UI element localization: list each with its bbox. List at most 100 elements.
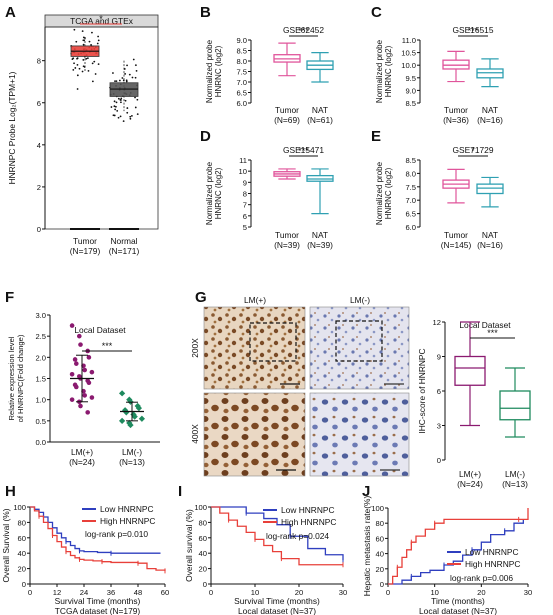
data-point <box>87 69 90 72</box>
data-point <box>118 390 126 397</box>
category-label: Tumor <box>73 236 97 246</box>
data-point <box>86 57 89 60</box>
y-tick-label: 6 <box>437 387 441 396</box>
y-tick-label: 6 <box>243 212 247 221</box>
data-point <box>134 106 137 109</box>
data-point <box>72 357 78 362</box>
data-point <box>114 105 117 108</box>
log-rank-annotation: log-rank p=0.006 <box>450 573 513 583</box>
y-axis-label: HNRNC (log2) <box>214 45 223 97</box>
data-point <box>82 43 85 46</box>
n-label: (N=24) <box>457 479 483 489</box>
data-point <box>112 72 114 74</box>
significance-mark: * <box>471 146 475 156</box>
y-axis-label: HNRNPC Probe Log₂(TPM+1) <box>7 71 17 184</box>
data-point <box>114 80 116 82</box>
data-point <box>115 80 118 83</box>
n-label: (N=39) <box>274 240 300 250</box>
image-row-label: 200X <box>190 338 200 358</box>
n-label: (N=36) <box>443 115 469 125</box>
data-point <box>69 397 75 402</box>
data-point <box>74 67 77 69</box>
data-point <box>96 42 99 45</box>
y-tick-label: 7.0 <box>236 78 247 87</box>
x-axis-label: Survival Time (months) <box>55 596 141 606</box>
x-axis-label: Survival Time (months) <box>234 596 320 606</box>
x-tick-label: 10 <box>251 588 259 597</box>
data-point <box>97 63 100 66</box>
data-point <box>73 28 76 31</box>
data-point <box>123 409 130 416</box>
data-point <box>124 73 127 75</box>
data-point <box>86 355 92 360</box>
y-tick-label: 10.0 <box>401 61 416 70</box>
data-point <box>82 59 85 61</box>
category-label: NAT <box>312 105 328 115</box>
data-point <box>90 43 92 46</box>
significance-mark: *** <box>468 26 479 36</box>
data-point <box>73 62 75 65</box>
data-point <box>81 70 84 73</box>
y-tick-label: 11 <box>239 156 247 165</box>
data-point <box>116 110 119 112</box>
data-point <box>82 36 85 39</box>
data-point <box>113 100 116 103</box>
y-tick-label: 2.0 <box>35 353 46 362</box>
category-label: Tumor <box>275 105 299 115</box>
dataset-caption: TCGA dataset (N=179) <box>55 606 141 615</box>
panel-label-g: G <box>195 289 207 306</box>
y-tick-label: 8 <box>243 190 247 199</box>
y-tick-label: 9.0 <box>405 86 416 95</box>
x-tick-label: 20 <box>295 588 303 597</box>
x-tick-label: 20 <box>477 588 485 597</box>
legend-label: High HNRNPC <box>281 517 336 527</box>
image-row-label: 400X <box>190 424 200 444</box>
category-label: NAT <box>482 105 498 115</box>
y-axis-label: HNRNC (log2) <box>384 45 393 97</box>
y-axis-label: Normalized probe <box>375 161 384 225</box>
y-tick-label: 6.5 <box>405 210 416 219</box>
data-point <box>119 99 122 101</box>
y-tick-label: 0 <box>380 580 384 589</box>
n-label: (N=16) <box>477 240 503 250</box>
ihc-image-lm-pos-400x <box>203 392 306 477</box>
chart-title: GSE16515 <box>453 25 494 35</box>
km-curve-low <box>211 506 344 561</box>
y-axis-label: Normalized probe <box>205 39 214 103</box>
y-tick-label: 40 <box>18 549 26 558</box>
n-label: (N=24) <box>69 457 95 467</box>
km-curve-high <box>388 508 529 585</box>
data-point <box>120 101 122 104</box>
chart-title: GSE71729 <box>453 145 494 155</box>
n-label: (N=13) <box>502 479 528 489</box>
x-tick-label: 10 <box>430 588 438 597</box>
y-tick-label: 0 <box>22 580 26 589</box>
data-point <box>117 116 120 119</box>
significance-mark: *** <box>102 341 113 351</box>
y-tick-label: 8.5 <box>236 47 247 56</box>
legend-label: High HNRNPC <box>100 516 155 526</box>
x-axis-label: Time (months) <box>431 596 485 606</box>
panel-label-c: C <box>371 4 382 21</box>
data-point <box>74 384 79 390</box>
y-tick-label: 5 <box>243 223 247 232</box>
data-point <box>126 64 128 67</box>
data-point <box>136 113 139 116</box>
data-point <box>126 111 129 114</box>
y-axis-label: Hepatic metastasis rate(%) <box>362 496 372 597</box>
data-point <box>117 97 120 100</box>
y-axis-label: Overall survival (%) <box>184 509 194 582</box>
y-axis-label: IHC-score of HNRNPC <box>417 348 427 433</box>
n-label: (N=39) <box>307 240 333 250</box>
data-point <box>89 395 95 400</box>
data-point <box>94 73 97 75</box>
y-axis-label: HNRNC (log2) <box>384 167 393 219</box>
panel-label-e: E <box>371 128 381 145</box>
data-point <box>122 120 125 123</box>
significance-mark: * <box>99 14 103 24</box>
data-point <box>86 380 92 386</box>
x-tick-label: 24 <box>80 588 88 597</box>
data-point <box>134 96 136 99</box>
data-point <box>128 73 131 76</box>
y-tick-label: 20 <box>376 565 384 574</box>
